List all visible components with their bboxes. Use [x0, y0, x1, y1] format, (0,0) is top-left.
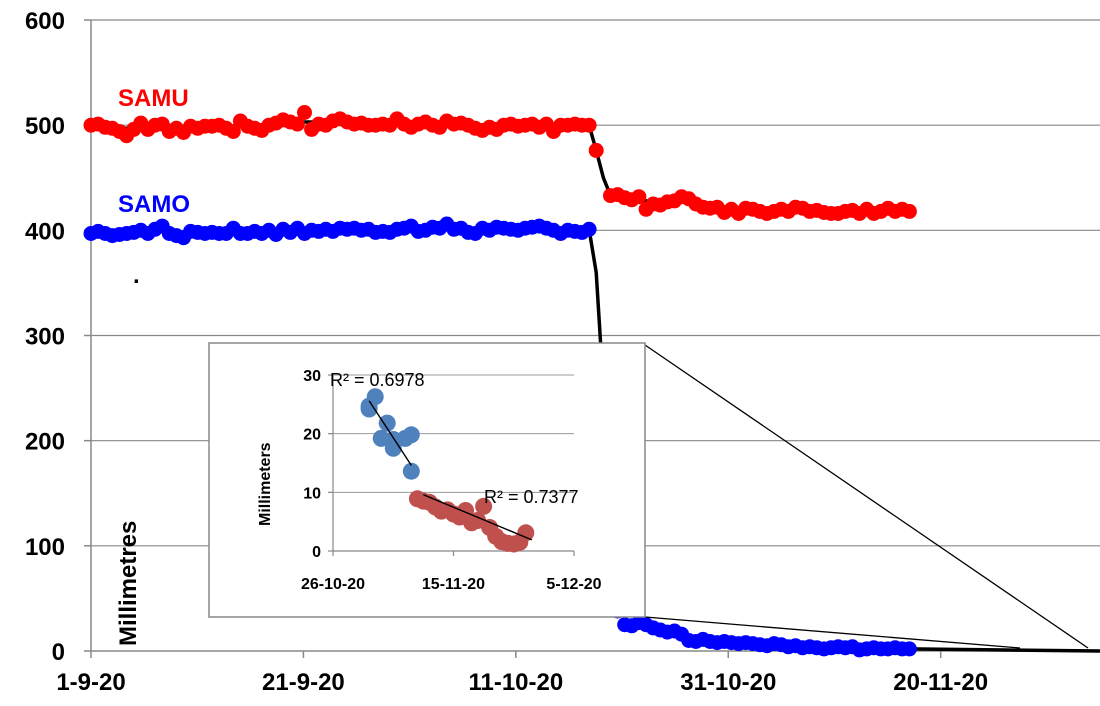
series-label-samu: SAMU [118, 85, 189, 112]
y-tick-label-300: 300 [25, 324, 65, 351]
inset-y-tick-label-0: 0 [312, 544, 321, 561]
y-tick-label-200: 200 [25, 429, 65, 456]
x-tick-label-2: 11-10-20 [468, 669, 563, 696]
connector-bottom [644, 616, 1021, 649]
point-samu [901, 203, 917, 219]
inset-x-tick-label-0: 26-10-20 [301, 576, 365, 593]
trend-tail [909, 647, 1100, 653]
inset-y-axis-label: Millimeters [257, 442, 274, 526]
inset-r2-red: R² = 0.7377 [484, 487, 579, 507]
inset-trendline-1 [423, 494, 533, 541]
inset-point [475, 497, 493, 515]
inset-point [378, 414, 396, 432]
series-label-samo: SAMO [118, 191, 190, 218]
point-samu [297, 105, 312, 120]
inset-point [402, 426, 420, 444]
inset-point [366, 388, 384, 406]
inset-x-tick-label-2: 5-12-20 [546, 576, 601, 593]
x-tick-label-3: 31-10-20 [680, 669, 776, 696]
series-labels: SAMU SAMO . Millimetres [115, 85, 190, 646]
y-tick-labels: 0 100 200 300 400 500 600 [25, 8, 65, 666]
connector-top [644, 344, 1089, 649]
inset-point [517, 524, 535, 542]
point-samu [588, 142, 604, 158]
y-tick-label-0: 0 [52, 639, 65, 666]
inset-axes [328, 374, 575, 556]
y-tick-label-500: 500 [25, 113, 65, 140]
y-tick-label-400: 400 [25, 218, 65, 245]
annotation-dot: . [133, 262, 140, 289]
inset-x-tick-label-1: 15-11-20 [422, 576, 485, 593]
point-samu [581, 117, 597, 133]
inset-y-tick-label-30: 30 [303, 368, 321, 385]
x-tick-label-0: 1-9-20 [56, 669, 125, 696]
point-samu [225, 124, 241, 139]
inset-y-tick-label-20: 20 [303, 427, 321, 444]
inset-y-tick-labels: 0 10 20 30 [303, 368, 321, 561]
series-samo [83, 216, 917, 658]
inset-trendlines [368, 400, 533, 541]
point-samu [289, 116, 305, 132]
inset-chart: 0 10 20 30 26-10-20 15-11-20 5-12-20 Millimet… [208, 342, 646, 618]
inset-x-tick-labels: 26-10-20 15-11-20 5-12-20 [301, 576, 602, 593]
inset-y-tick-label-10: 10 [303, 485, 321, 502]
y-axis-label: Millimetres [115, 521, 142, 646]
inset-grid-lines [333, 374, 574, 493]
x-tick-labels: 1-9-20 21-9-20 11-10-20 31-10-20 20-11-20 [56, 669, 988, 696]
inset-r2-blue: R² = 0.6978 [330, 370, 425, 390]
inset-series-0 [360, 388, 420, 480]
point-samo [901, 641, 917, 657]
x-tick-label-1: 21-9-20 [262, 669, 345, 696]
inset-frame [208, 342, 646, 618]
data-series [83, 105, 917, 658]
y-tick-label-100: 100 [25, 534, 65, 561]
point-samu [631, 189, 647, 205]
series-samu [83, 105, 917, 221]
x-tick-label-4: 20-11-20 [893, 669, 988, 696]
inset-point [402, 462, 420, 480]
inset-trendline-0 [368, 400, 412, 466]
zoom-connector-lines [644, 344, 1089, 649]
point-samo [581, 221, 597, 237]
y-tick-label-600: 600 [25, 8, 65, 35]
